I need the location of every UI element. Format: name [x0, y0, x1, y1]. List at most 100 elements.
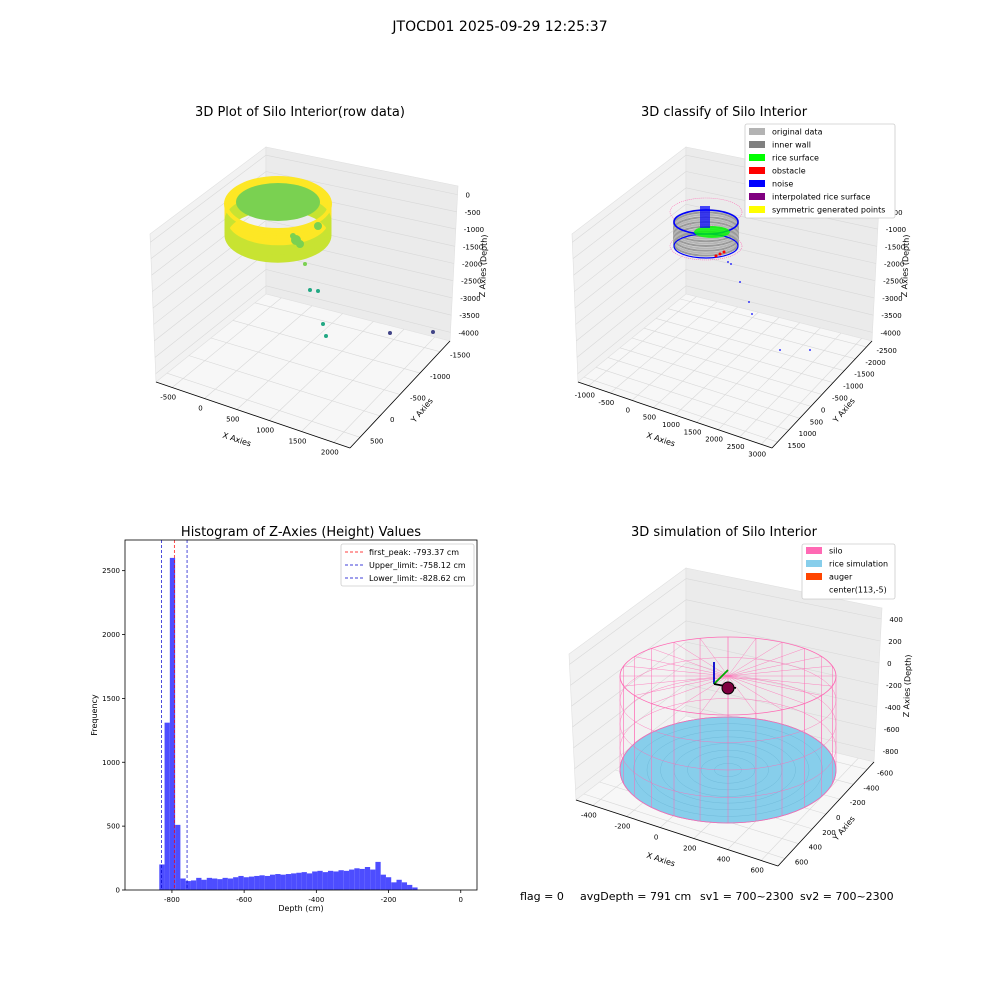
- p1-ytick-label: -500: [410, 395, 426, 403]
- histogram-bar: [201, 879, 207, 890]
- p4-grid-z: [573, 662, 687, 749]
- p1-grid-z: [154, 252, 267, 342]
- p4-ytick-label: 200: [822, 829, 835, 837]
- p1-ztick-label: -1000: [464, 226, 484, 234]
- histogram-xtick-label: -600: [236, 896, 252, 904]
- panel-raw-data: 3D Plot of Silo Interior(row data) -500 0…: [149, 105, 489, 457]
- p1-grid-z: [265, 154, 458, 195]
- legend-label: original data: [772, 128, 823, 137]
- silo-wire-ring: [619, 657, 837, 743]
- p2-ztick-label: -2500: [883, 278, 903, 286]
- silo-wire-ring: [619, 698, 837, 798]
- p4-xtick-label: -400: [581, 812, 597, 820]
- p1-grid-y: [188, 355, 381, 417]
- histogram-legend: first_peak: -793.37 cm Upper_limit: -758.…: [340, 543, 475, 587]
- panel1-xlabel: X Axies: [221, 431, 252, 449]
- histogram-bar: [291, 873, 297, 890]
- p4-ztick-label: -800: [883, 748, 899, 756]
- p2-grid-y: [607, 357, 800, 419]
- p4-grid-z: [569, 578, 687, 665]
- p1-grid-z: [152, 203, 267, 292]
- histogram-bar: [327, 870, 334, 890]
- legend-label: symmetric generated points: [772, 206, 885, 215]
- histogram-bar: [190, 880, 197, 890]
- p1-ytick-label: 500: [370, 437, 383, 445]
- panel1-title: 3D Plot of Silo Interior(row data): [195, 105, 405, 120]
- panel2-legend-box: [744, 123, 896, 219]
- p1-ytick-label: -1500: [450, 352, 470, 360]
- histogram-bar: [196, 877, 202, 890]
- histogram-xtick-label: 0: [459, 896, 463, 904]
- p1-ztick-label: 0: [466, 192, 470, 200]
- histogram-bar: [317, 870, 323, 890]
- p2-grid-y: [643, 327, 834, 383]
- p2-grid-z: [576, 269, 687, 358]
- panel4-legend-box: [801, 543, 896, 600]
- p2-ytick-label: 1000: [799, 430, 817, 438]
- panel-histogram: Histogram of Z-Axies (Height) Values -80…: [90, 525, 478, 913]
- p4-ytick-label: -600: [877, 769, 893, 777]
- p2-xtick-label: 1000: [662, 421, 680, 429]
- p1-grid-z: [265, 285, 451, 333]
- silo-wire-spoke: [727, 642, 783, 677]
- legend-label: silo: [829, 547, 843, 556]
- p1-ytick-label: 0: [390, 416, 394, 424]
- histogram-ytick-label: 1000: [102, 759, 120, 767]
- p4-grid-z: [571, 620, 687, 707]
- histogram-bar: [275, 874, 281, 890]
- p4-grid-y: [583, 793, 785, 859]
- auger-center-marker: [721, 681, 735, 695]
- histogram-bar: [375, 861, 381, 890]
- silo-wire-spoke: [727, 638, 757, 677]
- p4-ytick-label: -200: [850, 799, 866, 807]
- data-point: [303, 262, 307, 266]
- p1-grid-y: [232, 320, 421, 374]
- p2-grid-y: [619, 347, 811, 407]
- panel4-legend: silo rice simulation auger center(113,-5): [801, 543, 896, 600]
- silo-wire-spoke: [623, 665, 729, 677]
- p1-xtick-label: 1000: [256, 427, 274, 435]
- p2-xtick-label: 2000: [705, 436, 723, 444]
- p2-grid-y: [679, 298, 867, 348]
- p1-grid-y: [210, 337, 401, 395]
- legend-label: rice simulation: [829, 560, 888, 569]
- p1-grid-z: [150, 154, 267, 243]
- silo-wire-spoke: [727, 675, 783, 710]
- p4-xtick-label: 600: [750, 867, 763, 875]
- p2-grid-y: [631, 337, 823, 395]
- silo-wire-spoke: [727, 675, 757, 714]
- p1-ztick-label: -4000: [458, 329, 478, 337]
- histogram-bar: [385, 877, 392, 890]
- p2-ytick-label: -2500: [876, 347, 896, 355]
- legend-swatch: [749, 193, 765, 200]
- p2-xtick-label: 3000: [748, 450, 766, 458]
- p2-xtick-label: 500: [643, 414, 656, 422]
- histogram-bar: [396, 879, 402, 890]
- p2-grid-y: [655, 318, 845, 372]
- noise-column: [700, 206, 710, 228]
- p1-ytick-label: -1000: [430, 373, 450, 381]
- histogram-frame: [124, 539, 478, 891]
- panel4-y-axis: [777, 761, 875, 867]
- noise-point: [739, 281, 741, 283]
- histogram-legend-label: first_peak: -793.37 cm: [369, 548, 459, 557]
- p2-ytick-label: 0: [821, 406, 825, 414]
- histogram-bar: [164, 722, 170, 890]
- panel2-title: 3D classify of Silo Interior: [641, 105, 808, 120]
- p4-xtick-label: 0: [654, 834, 658, 842]
- p1-grid-z: [154, 269, 267, 358]
- legend-swatch: [749, 206, 765, 213]
- data-point: [316, 289, 320, 293]
- p4-ztick-label: 0: [887, 660, 891, 668]
- histogram-bar: [412, 887, 418, 890]
- histogram-ytick-label: 2000: [102, 631, 120, 639]
- histogram-bar: [227, 878, 234, 890]
- noise-point: [727, 261, 729, 263]
- p2-xtick-label: 1500: [684, 428, 702, 436]
- p2-grid-z: [574, 203, 687, 292]
- p4-ytick-label: 0: [836, 814, 840, 822]
- p4-grid-z: [574, 684, 687, 769]
- histogram-bar: [349, 869, 355, 890]
- silo-wire-spoke: [727, 675, 805, 704]
